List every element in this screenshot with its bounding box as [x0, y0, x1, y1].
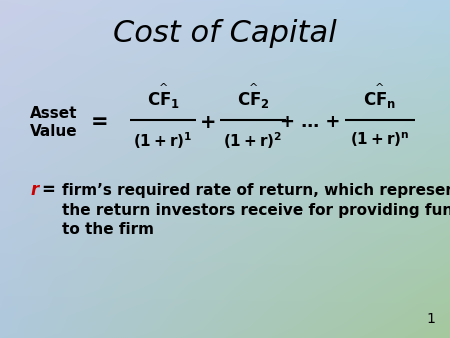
- Text: to the firm: to the firm: [62, 222, 154, 238]
- Text: $\mathdefault{CF_2}$: $\mathdefault{CF_2}$: [237, 90, 270, 110]
- Text: =: =: [41, 181, 55, 199]
- Text: ^: ^: [158, 83, 168, 93]
- Text: Asset: Asset: [30, 105, 77, 121]
- Text: $\mathdefault{(1 + r)^n}$: $\mathdefault{(1 + r)^n}$: [350, 130, 410, 149]
- Text: $\mathdefault{CF_1}$: $\mathdefault{CF_1}$: [147, 90, 180, 110]
- Text: $\mathdefault{(1 + r)^2}$: $\mathdefault{(1 + r)^2}$: [223, 130, 283, 151]
- Text: Value: Value: [30, 124, 77, 140]
- Text: ^: ^: [375, 83, 385, 93]
- Text: firm’s required rate of return, which represents: firm’s required rate of return, which re…: [62, 183, 450, 197]
- Text: +: +: [200, 113, 216, 131]
- Text: r: r: [30, 181, 38, 199]
- Text: $\mathdefault{CF_n}$: $\mathdefault{CF_n}$: [364, 90, 396, 110]
- Text: ^: ^: [248, 83, 258, 93]
- Text: 1: 1: [426, 312, 435, 326]
- Text: Cost of Capital: Cost of Capital: [113, 19, 337, 48]
- Text: $\mathdefault{(1 + r)^1}$: $\mathdefault{(1 + r)^1}$: [133, 130, 193, 151]
- Text: + … +: + … +: [280, 113, 340, 131]
- Text: =: =: [91, 112, 109, 132]
- Text: the return investors receive for providing funds: the return investors receive for providi…: [62, 202, 450, 217]
